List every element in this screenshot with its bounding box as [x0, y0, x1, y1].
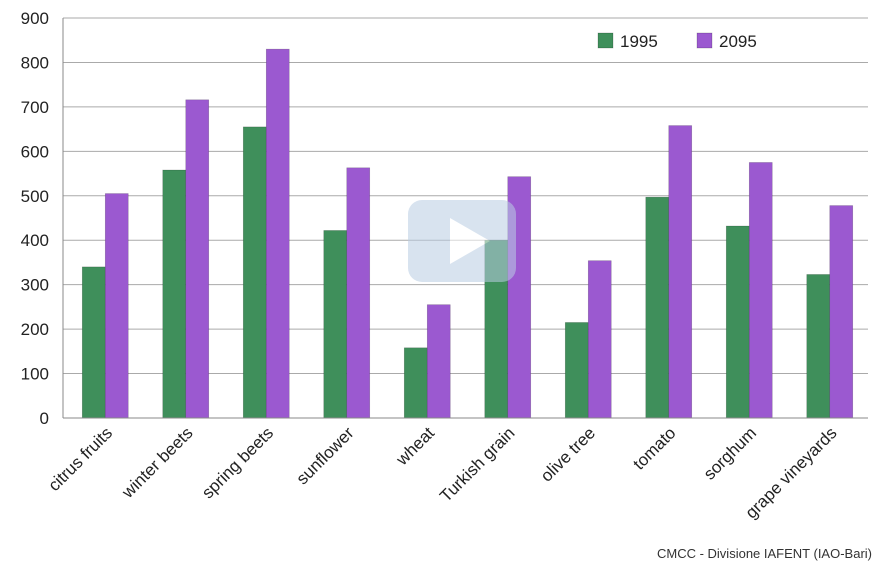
y-tick-label: 900 — [21, 9, 49, 28]
source-credit: CMCC - Divisione IAFENT (IAO-Bari) — [656, 546, 872, 561]
x-tick-label: citrus fruits — [45, 423, 117, 495]
y-tick-label: 700 — [21, 98, 49, 117]
x-tick-label: sorghum — [700, 423, 760, 483]
bar-1995 — [323, 230, 348, 419]
y-tick-label: 500 — [21, 187, 49, 206]
bar-1995 — [645, 196, 670, 419]
x-tick-label: spring beets — [198, 423, 277, 502]
bar-1995 — [81, 266, 106, 419]
x-tick-label: sunflower — [293, 423, 358, 488]
bar-2095 — [668, 125, 693, 419]
x-tick-label: wheat — [392, 423, 438, 469]
legend-swatch — [597, 32, 614, 49]
bar-2095 — [587, 260, 612, 419]
bar-1995 — [564, 322, 589, 419]
legend: 1995 2095 — [597, 32, 757, 51]
x-axis: citrus fruits winter beets spring beets sun… — [45, 417, 868, 522]
x-tick-label: olive tree — [537, 423, 599, 485]
bar-2095 — [829, 205, 854, 419]
legend-swatch — [696, 32, 713, 49]
legend-label: 2095 — [719, 32, 757, 51]
x-tick-label: tomato — [629, 423, 679, 473]
y-tick-label: 400 — [21, 231, 49, 250]
y-axis: 0 100 200 300 400 500 600 700 800 900 — [21, 9, 64, 428]
bar-2095 — [346, 167, 371, 419]
bar-2095 — [426, 304, 451, 419]
y-tick-label: 600 — [21, 142, 49, 161]
bar-1995 — [725, 225, 750, 419]
y-tick-label: 300 — [21, 276, 49, 295]
legend-label: 1995 — [620, 32, 658, 51]
y-tick-label: 800 — [21, 53, 49, 72]
bar-2095 — [185, 99, 210, 419]
y-tick-label: 100 — [21, 365, 49, 384]
bar-1995 — [162, 169, 187, 419]
bar-1995 — [242, 126, 267, 419]
bar-1995 — [403, 347, 428, 419]
bar-2095 — [748, 162, 773, 419]
y-tick-label: 200 — [21, 320, 49, 339]
bar-2095 — [265, 48, 290, 419]
x-tick-label: winter beets — [118, 423, 197, 502]
bar-2095 — [104, 193, 129, 419]
y-tick-label: 0 — [40, 409, 49, 428]
x-tick-label: Turkish grain — [436, 423, 518, 505]
bar-1995 — [806, 274, 831, 419]
play-icon[interactable] — [408, 200, 516, 282]
